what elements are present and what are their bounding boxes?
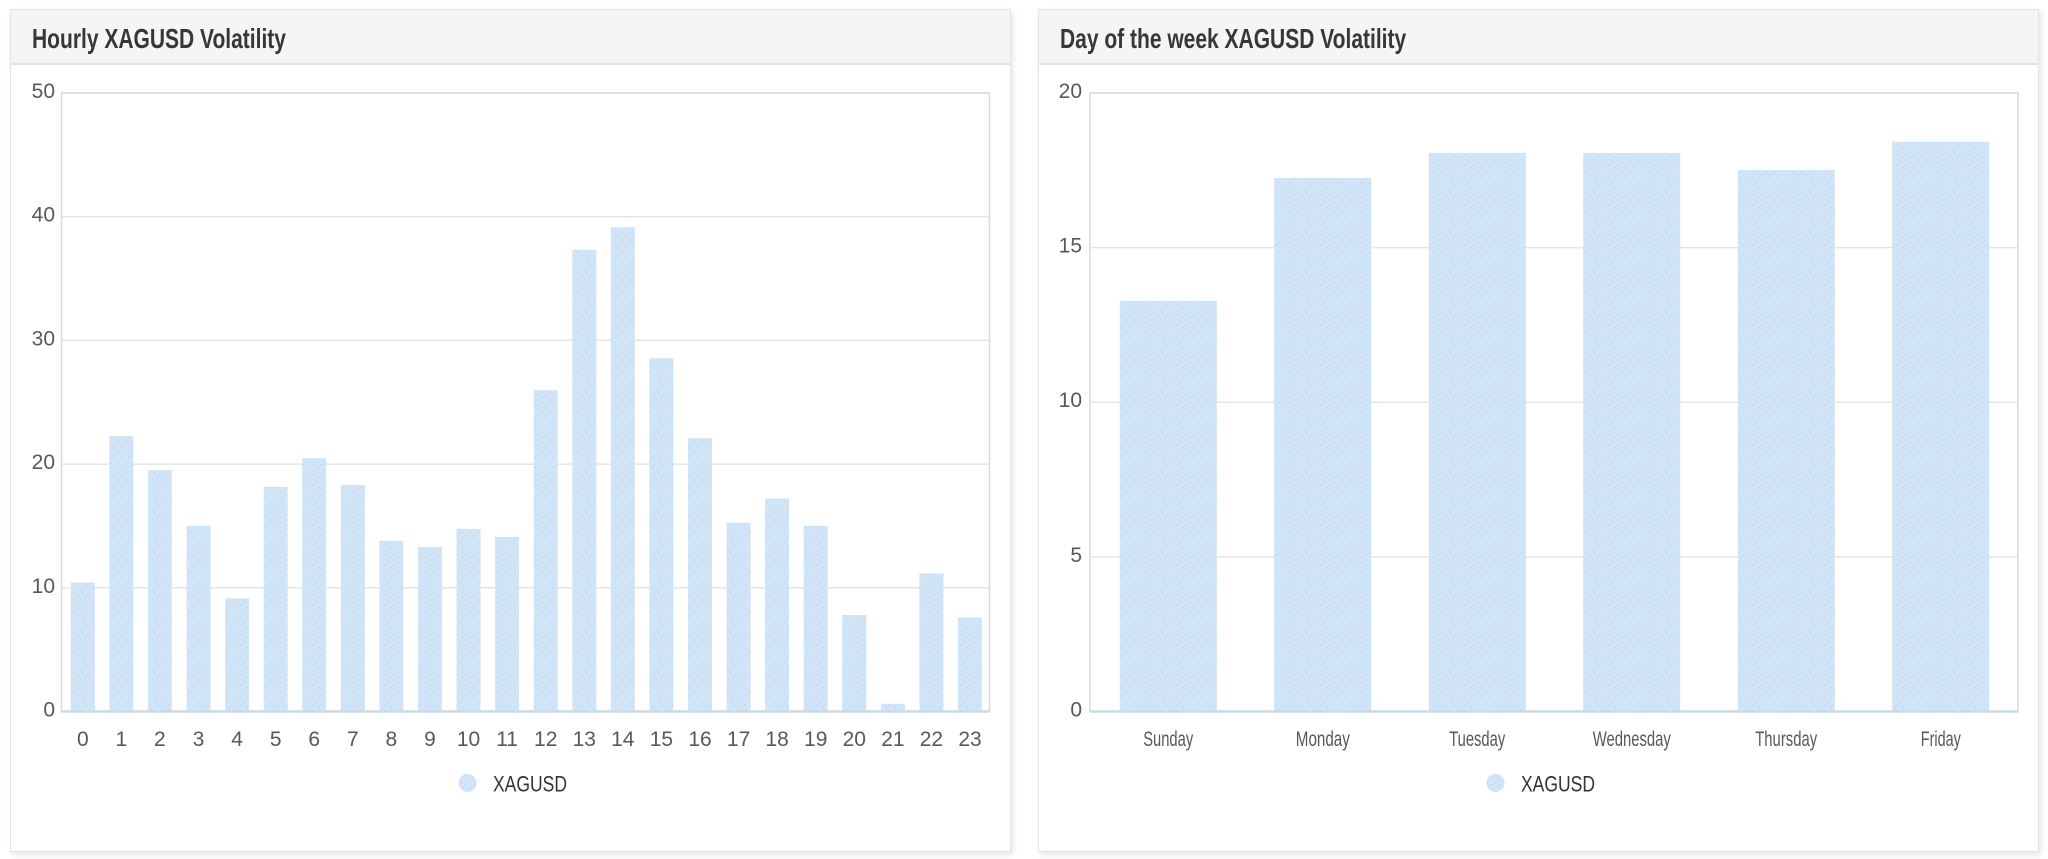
svg-text:19: 19 xyxy=(804,728,827,751)
svg-text:12: 12 xyxy=(534,728,557,751)
svg-text:XAGUSD: XAGUSD xyxy=(1521,772,1595,797)
svg-text:22: 22 xyxy=(920,728,943,751)
svg-text:17: 17 xyxy=(727,728,750,751)
svg-text:50: 50 xyxy=(32,80,55,103)
svg-text:8: 8 xyxy=(386,728,398,751)
svg-text:XAGUSD: XAGUSD xyxy=(493,772,567,797)
svg-text:15: 15 xyxy=(1059,235,1082,258)
svg-text:0: 0 xyxy=(43,699,55,722)
svg-text:20: 20 xyxy=(1059,80,1082,103)
svg-text:Thursday: Thursday xyxy=(1755,728,1817,751)
svg-text:16: 16 xyxy=(688,728,711,751)
svg-text:Friday: Friday xyxy=(1921,728,1961,751)
svg-text:21: 21 xyxy=(881,728,904,751)
svg-text:18: 18 xyxy=(765,728,788,751)
svg-text:2: 2 xyxy=(154,728,166,751)
svg-text:9: 9 xyxy=(424,728,436,751)
svg-text:0: 0 xyxy=(77,728,89,751)
svg-text:10: 10 xyxy=(457,728,480,751)
svg-text:Tuesday: Tuesday xyxy=(1449,728,1505,751)
svg-text:13: 13 xyxy=(573,728,596,751)
svg-text:6: 6 xyxy=(308,728,320,751)
svg-text:15: 15 xyxy=(650,728,673,751)
svg-text:Wednesday: Wednesday xyxy=(1593,728,1671,751)
svg-text:40: 40 xyxy=(32,204,55,227)
svg-text:10: 10 xyxy=(32,575,55,598)
svg-text:5: 5 xyxy=(1070,544,1082,567)
svg-text:5: 5 xyxy=(270,728,282,751)
svg-text:30: 30 xyxy=(32,327,55,350)
svg-text:20: 20 xyxy=(843,728,866,751)
svg-text:0: 0 xyxy=(1070,699,1082,722)
svg-text:10: 10 xyxy=(1059,389,1082,412)
svg-text:14: 14 xyxy=(611,728,635,751)
svg-text:20: 20 xyxy=(32,451,55,474)
svg-text:11: 11 xyxy=(496,728,518,751)
svg-text:Sunday: Sunday xyxy=(1143,728,1193,751)
svg-text:23: 23 xyxy=(958,728,981,751)
svg-text:Monday: Monday xyxy=(1296,728,1350,751)
svg-text:7: 7 xyxy=(347,728,359,751)
svg-text:4: 4 xyxy=(231,728,243,751)
svg-text:1: 1 xyxy=(116,728,128,751)
svg-text:3: 3 xyxy=(193,728,205,751)
